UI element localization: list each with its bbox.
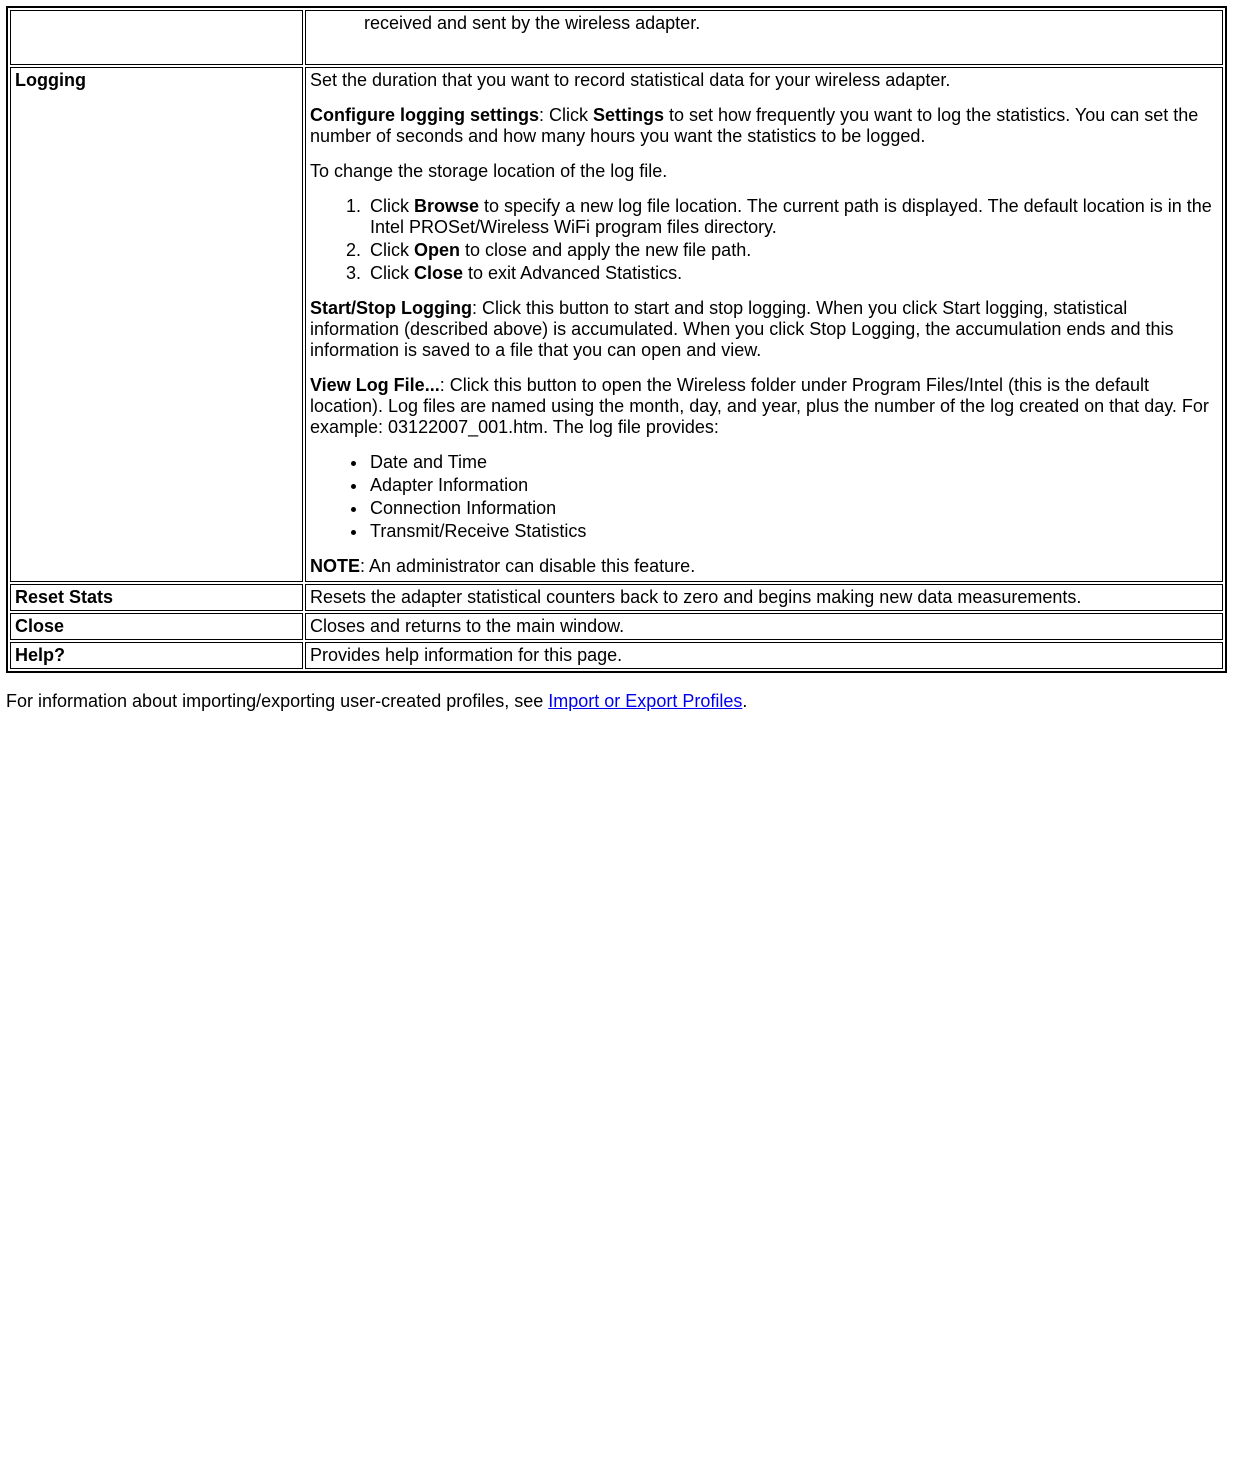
list-item: Click Close to exit Advanced Statistics.: [366, 263, 1218, 284]
logging-intro: Set the duration that you want to record…: [310, 70, 950, 90]
li-pre: Click: [370, 196, 414, 216]
li-post: to close and apply the new file path.: [460, 240, 751, 260]
li-bold: Close: [414, 263, 463, 283]
startstop-bold: Start/Stop Logging: [310, 298, 472, 318]
footer-pre: For information about importing/exportin…: [6, 691, 548, 711]
list-item: Connection Information: [368, 498, 1218, 519]
row-desc-reset: Resets the adapter statistical counters …: [305, 584, 1223, 611]
row-desc-help: Provides help information for this page.: [305, 642, 1223, 669]
row-desc: received and sent by the wireless adapte…: [305, 10, 1223, 65]
logging-viewlog: View Log File...: Click this button to o…: [310, 375, 1218, 438]
list-item: Date and Time: [368, 452, 1218, 473]
note-rest: : An administrator can disable this feat…: [360, 556, 695, 576]
logging-bullets: Date and Time Adapter Information Connec…: [310, 452, 1218, 542]
row-desc-close: Closes and returns to the main window.: [305, 613, 1223, 640]
logging-change-storage: To change the storage location of the lo…: [310, 161, 1218, 182]
row-label: [10, 10, 303, 65]
table-row: Reset Stats Resets the adapter statistic…: [10, 584, 1223, 611]
logging-configure: Configure logging settings: Click Settin…: [310, 105, 1218, 147]
li-pre: Click: [370, 263, 414, 283]
row-label-reset: Reset Stats: [10, 584, 303, 611]
table-row: Close Closes and returns to the main win…: [10, 613, 1223, 640]
import-export-link[interactable]: Import or Export Profiles: [548, 691, 742, 711]
footer-paragraph: For information about importing/exportin…: [6, 691, 1227, 712]
list-item: Click Browse to specify a new log file l…: [366, 196, 1218, 238]
footer-post: .: [742, 691, 747, 711]
list-item: Adapter Information: [368, 475, 1218, 496]
li-bold: Browse: [414, 196, 479, 216]
statistics-table: received and sent by the wireless adapte…: [6, 6, 1227, 673]
row-desc-logging: Set the duration that you want to record…: [305, 67, 1223, 582]
li-post: to specify a new log file location. The …: [370, 196, 1212, 237]
configure-mid: : Click: [539, 105, 593, 125]
settings-bold: Settings: [593, 105, 664, 125]
table-row: Help? Provides help information for this…: [10, 642, 1223, 669]
row-label-close: Close: [10, 613, 303, 640]
logging-startstop: Start/Stop Logging: Click this button to…: [310, 298, 1218, 361]
logging-steps: Click Browse to specify a new log file l…: [310, 196, 1218, 284]
viewlog-bold: View Log File...: [310, 375, 440, 395]
list-item: Click Open to close and apply the new fi…: [366, 240, 1218, 261]
table-row: Logging Set the duration that you want t…: [10, 67, 1223, 582]
li-pre: Click: [370, 240, 414, 260]
li-post: to exit Advanced Statistics.: [463, 263, 682, 283]
row-label-logging: Logging: [10, 67, 303, 582]
table-row: received and sent by the wireless adapte…: [10, 10, 1223, 65]
row0-text: received and sent by the wireless adapte…: [310, 13, 1218, 34]
logging-note: NOTE: An administrator can disable this …: [310, 556, 1218, 577]
configure-bold: Configure logging settings: [310, 105, 539, 125]
li-bold: Open: [414, 240, 460, 260]
list-item: Transmit/Receive Statistics: [368, 521, 1218, 542]
note-bold: NOTE: [310, 556, 360, 576]
row-label-help: Help?: [10, 642, 303, 669]
viewlog-rest: : Click this button to open the Wireless…: [310, 375, 1209, 437]
